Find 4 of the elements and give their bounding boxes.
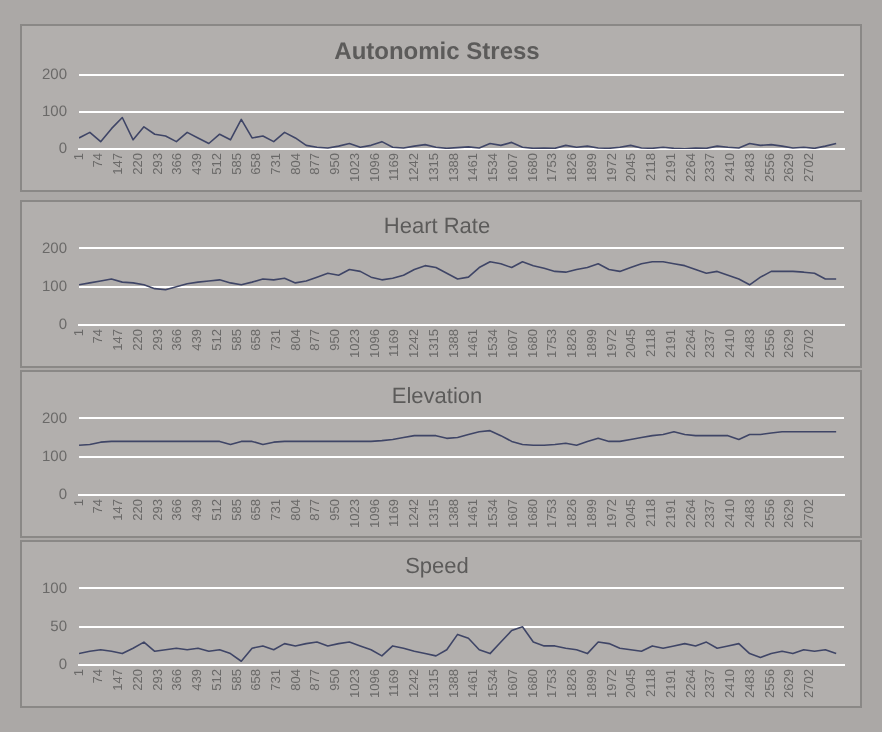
chart-title: Heart Rate: [383, 215, 491, 240]
chart-title: Speed: [405, 555, 469, 580]
chart-title: Autonomic Stress: [334, 37, 541, 66]
chart-title: Elevation: [391, 385, 483, 410]
